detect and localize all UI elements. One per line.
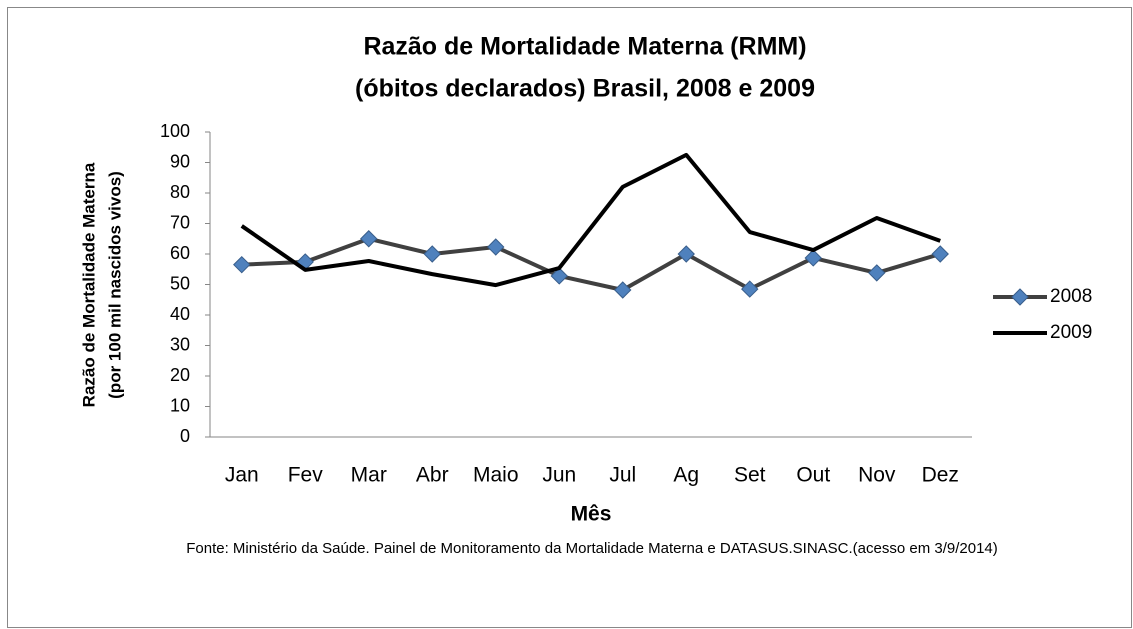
legend-label: 2009 bbox=[1050, 322, 1092, 343]
data-point bbox=[487, 238, 505, 256]
chart-title: Razão de Mortalidade Materna (RMM) bbox=[363, 33, 806, 61]
data-point bbox=[741, 280, 759, 298]
data-point bbox=[677, 245, 695, 263]
y-tick-label: 20 bbox=[170, 365, 190, 385]
data-point bbox=[614, 281, 632, 299]
y-tick-label: 60 bbox=[170, 243, 190, 263]
y-tick-label: 50 bbox=[170, 273, 190, 293]
data-point bbox=[360, 230, 378, 248]
y-axis-label: Razão de Mortalidade Materna bbox=[79, 162, 98, 407]
data-point bbox=[423, 245, 441, 263]
data-point bbox=[868, 264, 886, 282]
x-tick-label: Out bbox=[796, 464, 830, 487]
x-axis-label: Mês bbox=[571, 503, 612, 526]
y-tick-label: 70 bbox=[170, 212, 190, 232]
data-point bbox=[233, 255, 251, 274]
x-tick-label: Ag bbox=[673, 464, 699, 487]
data-point bbox=[550, 267, 568, 285]
y-axis-label: (por 100 mil nascidos vivos) bbox=[105, 171, 124, 399]
x-tick-label: Jan bbox=[225, 464, 259, 487]
y-tick-label: 10 bbox=[170, 395, 190, 415]
line-series bbox=[240, 152, 941, 288]
data-point bbox=[804, 249, 822, 267]
legend-marker bbox=[1011, 288, 1029, 306]
x-tick-label: Dez bbox=[922, 464, 959, 487]
x-tick-label: Fev bbox=[288, 464, 324, 487]
chart-subtitle: (óbitos declarados) Brasil, 2008 e 2009 bbox=[355, 75, 815, 103]
y-tick-label: 80 bbox=[170, 182, 190, 202]
x-tick-label: Abr bbox=[416, 464, 449, 487]
x-tick-label: Nov bbox=[858, 464, 896, 487]
y-tick-label: 40 bbox=[170, 304, 190, 324]
y-tick-label: 100 bbox=[160, 121, 190, 141]
y-tick-label: 90 bbox=[170, 151, 190, 171]
y-tick-label: 30 bbox=[170, 334, 190, 354]
line-series bbox=[241, 236, 941, 292]
x-tick-label: Maio bbox=[473, 464, 519, 487]
x-tick-label: Jul bbox=[609, 464, 636, 487]
legend-label: 2008 bbox=[1050, 286, 1092, 307]
x-tick-label: Jun bbox=[542, 464, 576, 487]
data-point bbox=[931, 245, 949, 263]
y-tick-label: 0 bbox=[180, 426, 190, 446]
chart-frame bbox=[7, 7, 1132, 628]
x-tick-label: Mar bbox=[351, 464, 387, 487]
x-tick-label: Set bbox=[734, 464, 766, 487]
source-note: Fonte: Ministério da Saúde. Painel de Mo… bbox=[186, 540, 998, 557]
